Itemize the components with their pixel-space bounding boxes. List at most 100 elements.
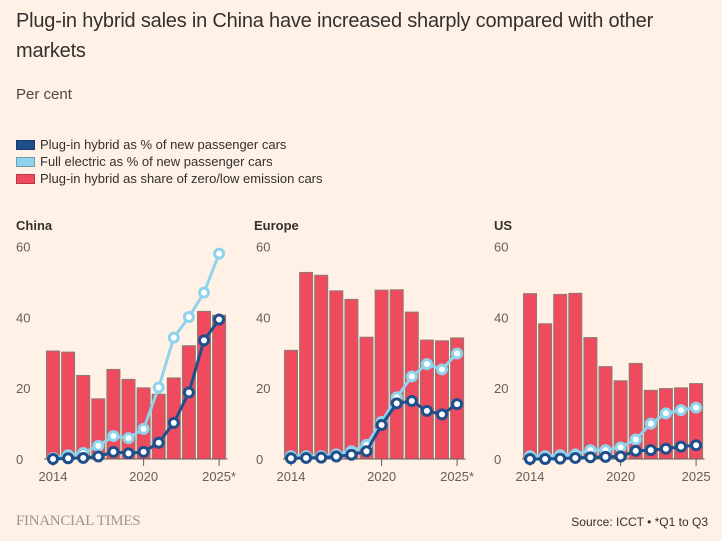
- chart-title: Plug-in hybrid sales in China have incre…: [16, 10, 654, 62]
- phev-point-2021: [629, 444, 642, 457]
- phev-point-2016: [554, 452, 567, 465]
- bar-2025: [212, 314, 227, 460]
- bar-2021: [389, 289, 404, 460]
- y-tick-label: 60: [494, 240, 508, 255]
- panel-title-us: US: [494, 218, 513, 233]
- phev-point-2025: [451, 398, 464, 411]
- legend-label: Plug-in hybrid as % of new passenger car…: [40, 137, 287, 152]
- panel-europe: 0 20 40 60 2014 2020 2025*: [256, 240, 474, 484]
- bar-2015: [538, 323, 553, 460]
- y-tick-label: 40: [256, 310, 270, 325]
- phev-point-2022: [405, 394, 418, 407]
- x-tick-label: 2025: [682, 469, 711, 484]
- x-tick-label: 2025*: [202, 469, 236, 484]
- panel-title-europe: Europe: [254, 218, 299, 233]
- phev-point-2019: [122, 447, 135, 460]
- bar-2017: [329, 290, 344, 460]
- phev-point-2019: [360, 445, 373, 458]
- bar-2023: [419, 339, 434, 460]
- x-tick-label: 2020: [367, 469, 396, 484]
- bev-point-2025: [451, 347, 464, 360]
- bar-2019: [121, 378, 136, 460]
- ft-logo: FINANCIAL TIMES: [16, 513, 141, 529]
- bar-2014: [523, 293, 537, 460]
- phev-point-2015: [300, 451, 313, 464]
- phev-point-2025: [690, 439, 703, 452]
- bev-point-2024: [436, 363, 448, 376]
- bar-2015: [299, 271, 314, 460]
- phev-point-2014: [524, 453, 536, 465]
- bev-point-2024: [198, 286, 210, 299]
- phev-point-2021: [152, 436, 165, 449]
- phev-point-2022: [167, 416, 180, 429]
- bev-point-2021: [629, 433, 642, 446]
- bar-2024: [435, 340, 449, 460]
- phev-point-2015: [62, 452, 75, 465]
- y-tick-label: 0: [256, 452, 263, 467]
- bev-point-2019: [122, 432, 135, 445]
- legend-label: Full electric as % of new passenger cars: [40, 154, 273, 169]
- bev-point-2020: [614, 441, 627, 454]
- bar-2017: [568, 292, 583, 460]
- x-tick-label: 2014: [277, 469, 306, 484]
- phev-point-2023: [659, 442, 672, 455]
- phev-point-2014: [285, 452, 297, 465]
- bev-point-2017: [92, 439, 105, 452]
- legend-swatch-red: [16, 173, 35, 184]
- legend-item-phev-share-new: Plug-in hybrid as % of new passenger car…: [16, 136, 323, 153]
- bar-2018: [106, 368, 121, 460]
- phev-point-2015: [539, 453, 552, 465]
- phev-point-2017: [569, 451, 582, 464]
- bev-point-2023: [182, 311, 195, 324]
- y-tick-label: 0: [494, 452, 501, 467]
- y-tick-label: 0: [16, 452, 23, 467]
- phev-point-2019: [599, 450, 612, 463]
- bev-point-2022: [405, 370, 418, 383]
- x-tick-label: 2014: [39, 469, 68, 484]
- panel-us: 0 20 40 60 2014 2020 2025: [494, 240, 711, 484]
- phev-point-2018: [107, 445, 120, 458]
- phev-point-2023: [420, 404, 433, 417]
- phev-point-2016: [77, 451, 90, 464]
- x-tick-label: 2020: [129, 469, 158, 484]
- y-tick-label: 40: [494, 310, 508, 325]
- phev-point-2020: [137, 445, 150, 458]
- chart-subtitle: Per cent: [16, 86, 72, 103]
- phev-point-2024: [198, 334, 210, 347]
- bev-point-2025: [690, 401, 703, 414]
- phev-point-2021: [390, 397, 403, 410]
- bev-point-2023: [420, 358, 433, 371]
- bev-point-2022: [167, 331, 180, 344]
- y-tick-label: 40: [16, 310, 30, 325]
- phev-point-2016: [315, 451, 328, 464]
- phev-point-2025: [213, 313, 226, 326]
- bar-2016: [314, 274, 329, 460]
- bev-point-2024: [675, 404, 687, 417]
- y-tick-label: 60: [256, 240, 270, 255]
- phev-point-2024: [436, 408, 448, 421]
- bar-2015: [61, 351, 76, 460]
- bar-2014: [46, 350, 60, 460]
- phev-point-2018: [345, 448, 358, 461]
- x-tick-label: 2014: [516, 469, 545, 484]
- bev-point-2021: [152, 381, 165, 394]
- phev-point-2017: [92, 450, 105, 463]
- phev-point-2014: [47, 453, 59, 465]
- legend: Plug-in hybrid as % of new passenger car…: [16, 136, 323, 187]
- bar-2018: [583, 337, 598, 460]
- phev-point-2020: [614, 450, 627, 463]
- bar-2016: [553, 293, 568, 460]
- legend-swatch-light-blue: [16, 156, 35, 167]
- bev-point-2025: [213, 247, 226, 260]
- legend-item-phev-share-zle: Plug-in hybrid as share of zero/low emis…: [16, 170, 323, 187]
- legend-item-bev-share-new: Full electric as % of new passenger cars: [16, 153, 323, 170]
- source-note: Source: ICCT • *Q1 to Q3: [571, 515, 708, 529]
- phev-point-2023: [182, 386, 195, 399]
- phev-point-2017: [330, 450, 343, 463]
- phev-point-2020: [375, 419, 388, 432]
- bar-2018: [344, 298, 359, 460]
- panel-china: 0 20 40 60 2014 2020 2025*: [16, 240, 236, 484]
- bev-point-2023: [659, 407, 672, 420]
- bar-2014: [284, 349, 298, 460]
